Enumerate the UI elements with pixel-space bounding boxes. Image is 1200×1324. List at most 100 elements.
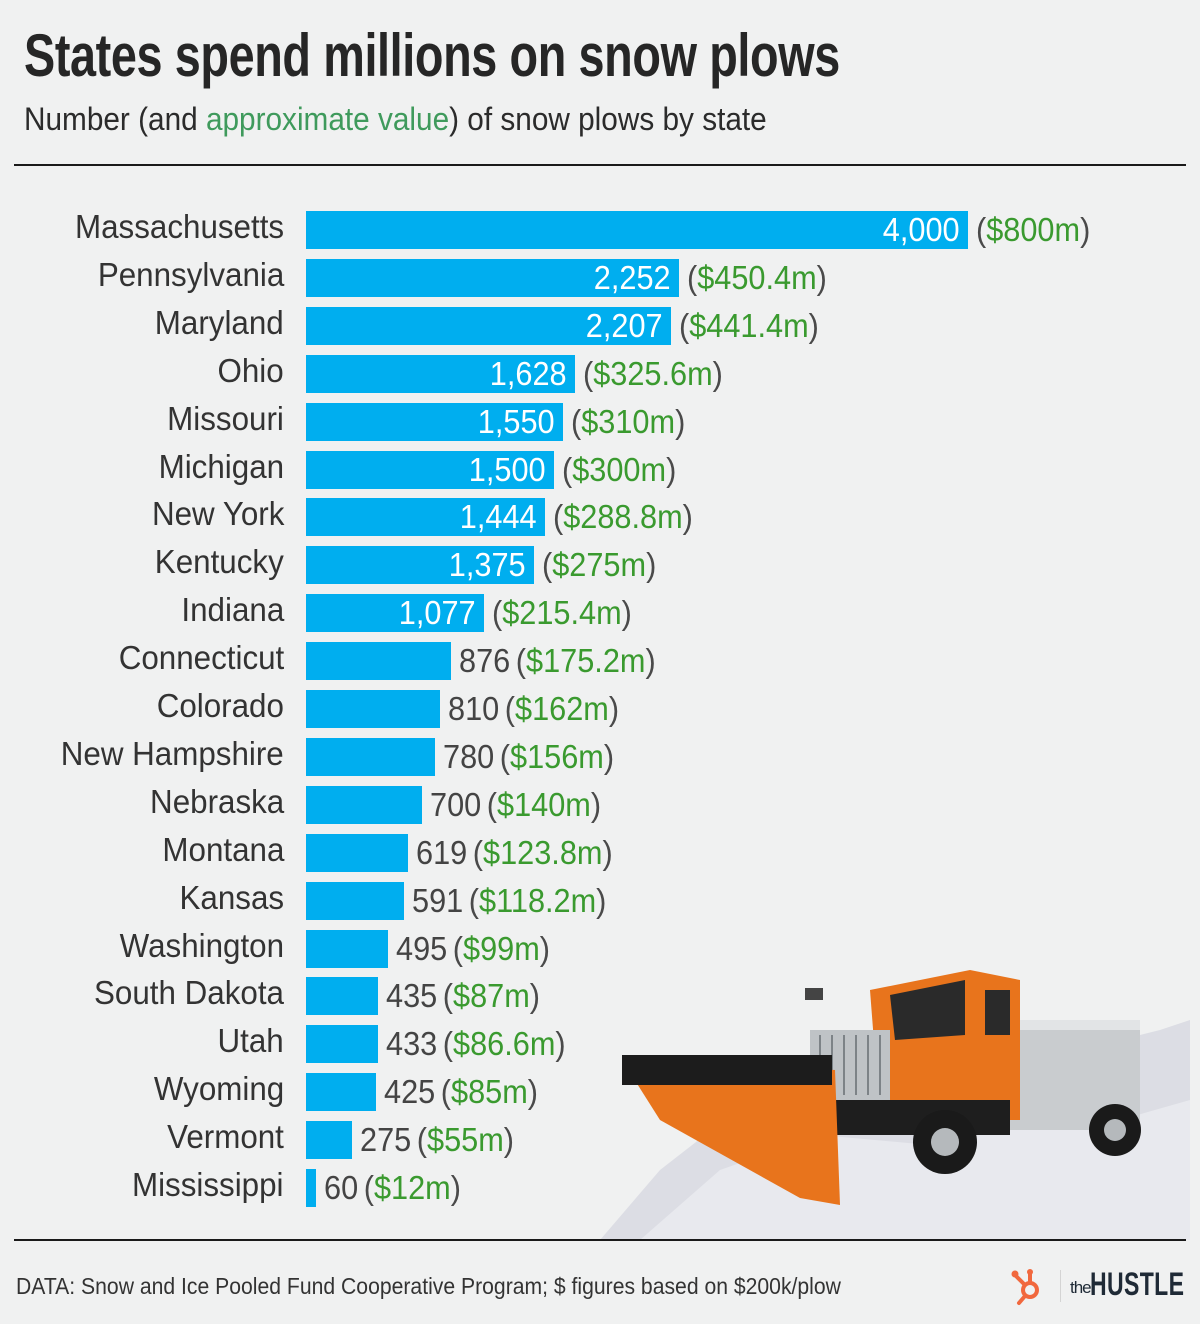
state-label: South Dakota [94,974,284,1012]
count-label: 435 [386,977,438,1015]
count-label: 433 [386,1025,438,1063]
paren: ( [442,1025,454,1063]
state-label: Colorado [156,687,284,724]
chart-title: States spend millions on snow plows [24,22,840,89]
value-annotation: 591 ($118.2m) [412,879,606,923]
bar: 1,077 [306,594,484,633]
count-label: 495 [396,929,448,967]
bar-row: Utah 433 ($86.6m) [0,1022,1200,1066]
count-label: 619 [416,833,468,871]
count-label: 4,000 [883,211,960,248]
bar-chart: Massachusetts 4,000 ($800m) Pennsylvania 2,2… [0,208,1200,1207]
bar-row: Indiana 1,077 ($215.4m) [0,591,1200,635]
count-label: 1,077 [399,594,476,632]
paren: ( [571,402,582,440]
count-label: 425 [384,1073,436,1111]
count-label: 1,628 [490,354,567,392]
state-label: New Hampshire [60,734,284,772]
dollar-value-label: $162m [515,690,609,727]
snow-plow-truck-image [600,970,1190,1240]
bar: 2,252 [306,258,679,297]
dollar-value-label: $87m [453,977,530,1015]
dollar-value-label: $55m [427,1121,504,1159]
bar [306,690,440,728]
bar-row: Mississippi 60 ($12m) [0,1166,1200,1207]
the-hustle-logo: the HUSTLE [1008,1264,1188,1308]
dollar-value-label: $85m [451,1073,528,1111]
bar-row: Kentucky 1,375 ($275m) [0,543,1200,587]
paren: ( [679,306,690,344]
paren: ) [602,833,613,871]
count-label: 2,252 [594,258,671,296]
paren: ( [486,785,498,823]
count-label: 60 [324,1169,359,1206]
paren: ) [450,1169,461,1206]
paren: ( [583,354,594,392]
bar: 4,000 [306,211,968,249]
dollar-value-label: $441.4m [689,306,809,344]
value-annotation: ($300m) [562,448,676,492]
paren: ( [452,929,464,967]
dollar-value-label: $123.8m [483,833,603,871]
dollar-value-label: $800m [986,211,1081,248]
bar [306,881,404,920]
value-annotation: 275 ($55m) [360,1118,514,1162]
dollar-value-label: $325.6m [593,354,713,392]
source-note: DATA: Snow and Ice Pooled Fund Cooperati… [16,1273,841,1299]
subtitle-text: Number (and [24,101,206,137]
bottom-divider [14,1239,1186,1241]
logo-the-text: the [1070,1278,1092,1297]
state-label: New York [151,495,284,533]
count-label: 2,207 [586,306,663,344]
value-annotation: 433 ($86.6m) [386,1022,566,1066]
bar-row: Nebraska 700 ($140m) [0,783,1200,824]
paren: ) [539,929,551,967]
bar: 1,375 [306,546,534,585]
dollar-value-label: $140m [497,785,591,823]
bar: 1,628 [306,354,575,393]
bar [306,1025,378,1064]
bar-row: Missouri 1,550 ($310m) [0,400,1200,444]
bar-row: Ohio 1,628 ($325.6m) [0,352,1200,396]
value-annotation: ($275m) [542,543,656,587]
paren: ( [416,1121,428,1159]
bar: 2,207 [306,306,671,345]
count-label: 700 [430,785,482,823]
count-label: 275 [360,1121,412,1159]
paren: ( [472,833,484,871]
bar [306,642,451,681]
value-annotation: 810 ($162m) [448,687,619,731]
paren: ) [1080,211,1091,248]
value-annotation: ($310m) [571,400,685,444]
paren: ) [675,402,686,440]
bar-row: Pennsylvania 2,252 ($450.4m) [0,256,1200,300]
value-annotation: ($325.6m) [583,352,723,396]
count-label: 876 [459,642,511,680]
count-label: 1,550 [478,402,555,440]
paren: ( [440,1073,452,1111]
paren: ) [621,594,632,632]
value-annotation: ($215.4m) [492,591,632,635]
state-label: Utah [217,1022,284,1060]
dollar-value-label: $12m [373,1169,451,1206]
paren: ( [976,211,987,248]
value-annotation: ($450.4m) [687,256,827,300]
top-divider [14,164,1186,166]
bar [306,1073,376,1112]
chart-subtitle: Number (and approximate value) of snow p… [24,98,767,140]
value-annotation: 780 ($156m) [443,735,614,779]
state-label: Mississippi [132,1166,284,1203]
paren: ) [527,1073,539,1111]
paren: ( [499,737,511,775]
bar-row: Wyoming 425 ($85m) [0,1070,1200,1112]
dollar-value-label: $450.4m [697,258,817,296]
state-label: Ohio [217,351,284,389]
bar-row: Maryland 2,207 ($441.4m) [0,304,1200,345]
bar-row: New York 1,444 ($288.8m) [0,495,1200,537]
dollar-value-label: $99m [463,929,540,967]
paren: ) [816,258,827,296]
dollar-value-label: $175.2m [526,642,646,680]
value-annotation: 435 ($87m) [386,974,540,1018]
bar-row: Colorado 810 ($162m) [0,687,1200,731]
bar-row: Connecticut 876 ($175.2m) [0,639,1200,681]
